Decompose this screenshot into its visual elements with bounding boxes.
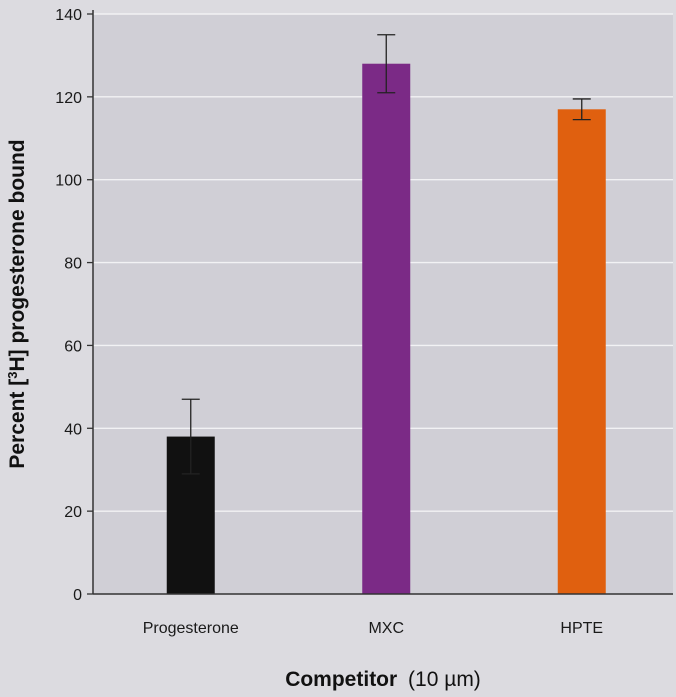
- error-bars: [181, 34, 591, 475]
- x-axis-title: Competitor (10 µm): [285, 668, 481, 691]
- y-tick-label: 140: [55, 7, 82, 24]
- x-tick-label: MXC: [368, 620, 404, 637]
- y-ticks: 0 20 40 60 80 100 120 140: [55, 7, 93, 604]
- bar: [362, 63, 411, 594]
- y-tick-label: 40: [64, 421, 82, 438]
- bar: [557, 109, 606, 595]
- x-tick-label: HPTE: [560, 620, 603, 637]
- y-tick-label: 20: [64, 504, 82, 521]
- x-tick-label: Progesterone: [143, 620, 239, 637]
- y-tick-label: 80: [64, 256, 82, 273]
- y-tick-label: 60: [64, 338, 82, 355]
- y-axis-title: Percent [3H] progesterone bound: [5, 139, 29, 468]
- y-tick-label: 120: [55, 90, 82, 107]
- x-tick-labels: Progesterone MXC HPTE: [143, 620, 603, 637]
- y-tick-label: 0: [73, 587, 82, 604]
- y-tick-label: 100: [55, 173, 82, 190]
